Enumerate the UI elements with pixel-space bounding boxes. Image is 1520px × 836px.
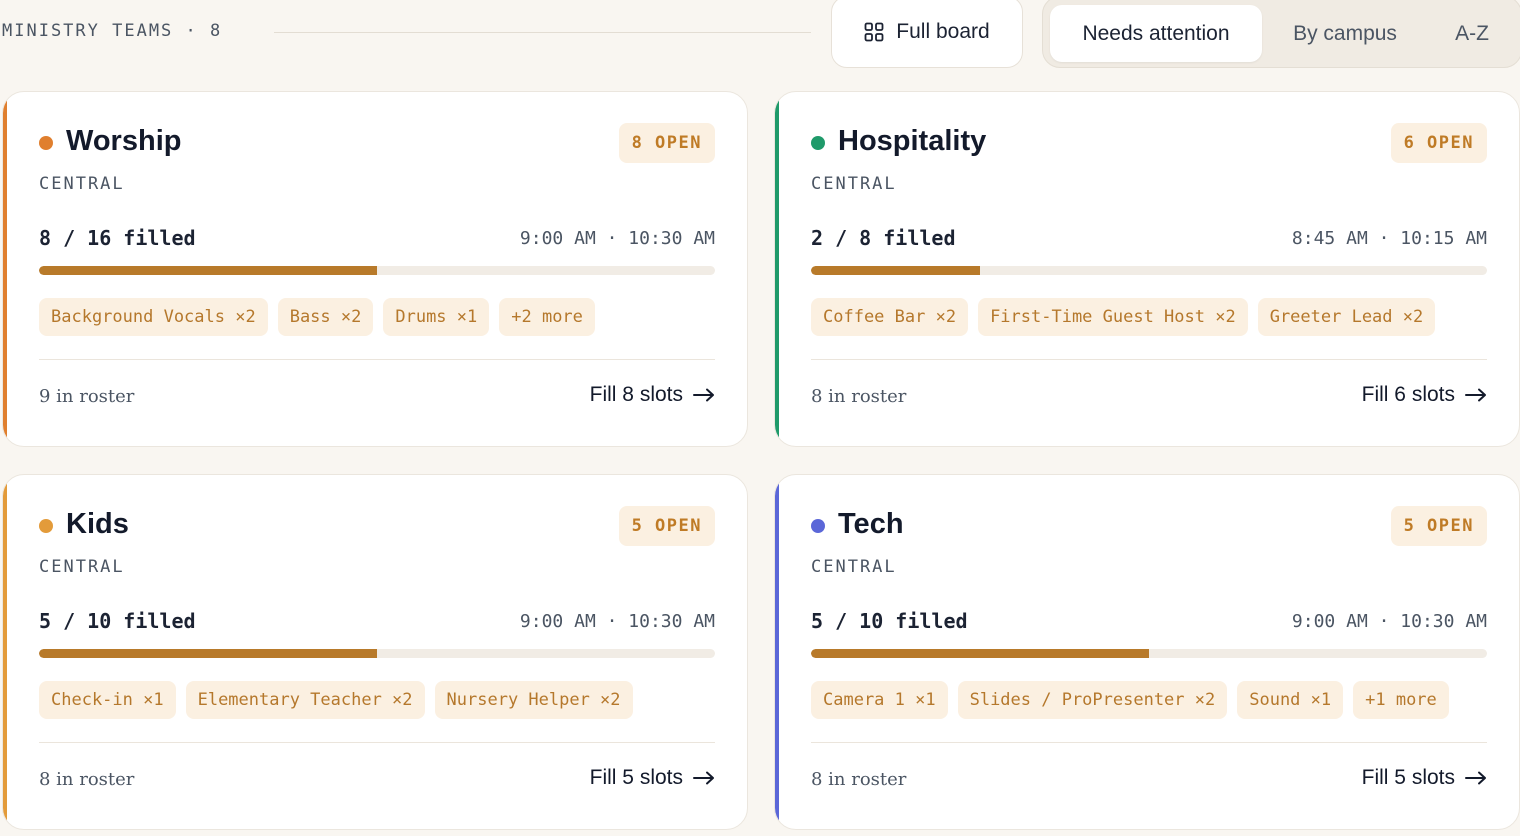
open-slots-badge: 6 OPEN xyxy=(1390,123,1487,163)
filled-count: 5 / 10 filled xyxy=(39,609,196,633)
fill-progress-bar xyxy=(811,649,1487,658)
more-roles-chip[interactable]: +2 more xyxy=(499,298,595,336)
sort-a-z-tab[interactable]: A-Z xyxy=(1455,21,1489,45)
fill-slots-link[interactable]: Fill 5 slots xyxy=(1362,766,1487,790)
fill-slots-link[interactable]: Fill 8 slots xyxy=(590,383,715,407)
team-card-hospitality[interactable]: Hospitality 6 OPEN CENTRAL 2 / 8 filled … xyxy=(774,91,1520,447)
fill-slots-label: Fill 5 slots xyxy=(1361,766,1455,789)
role-chip: Slides / ProPresenter ×2 xyxy=(957,681,1228,719)
fill-progress-bar xyxy=(39,649,715,658)
roster-count: 9 in roster xyxy=(39,386,135,407)
sort-by-campus-tab[interactable]: By campus xyxy=(1293,21,1397,45)
team-name: Kids xyxy=(66,508,129,540)
status-dot-icon xyxy=(39,136,53,150)
arrow-right-icon xyxy=(693,388,714,402)
fill-slots-label: Fill 8 slots xyxy=(589,383,683,406)
open-roles-list: Coffee Bar ×2 First-Time Guest Host ×2 G… xyxy=(811,298,1436,336)
sort-segmented-control: Needs attention By campus A-Z xyxy=(1042,0,1520,68)
open-roles-list: Check-in ×1 Elementary Teacher ×2 Nurser… xyxy=(39,681,633,719)
card-divider xyxy=(39,359,715,360)
role-chip: Camera 1 ×1 xyxy=(811,681,948,719)
team-card-tech[interactable]: Tech 5 OPEN CENTRAL 5 / 10 filled 9:00 A… xyxy=(774,474,1520,830)
role-chip: Bass ×2 xyxy=(277,298,374,336)
card-divider xyxy=(39,742,715,743)
progress-fill xyxy=(811,266,980,275)
fill-slots-link[interactable]: Fill 6 slots xyxy=(1362,383,1487,407)
role-chip: Greeter Lead ×2 xyxy=(1257,298,1436,336)
full-board-button[interactable]: Full board xyxy=(831,0,1023,68)
board-header: MINISTRY TEAMS · 8 Full board Needs atte… xyxy=(0,0,1520,70)
service-times: 8:45 AM · 10:15 AM xyxy=(1291,228,1487,249)
open-slots-badge: 8 OPEN xyxy=(618,123,715,163)
card-accent-bar xyxy=(3,92,7,446)
role-chip: Check-in ×1 xyxy=(39,681,176,719)
progress-fill xyxy=(39,649,377,658)
roster-count: 8 in roster xyxy=(811,769,907,790)
filled-count: 2 / 8 filled xyxy=(811,226,956,250)
role-chip: Coffee Bar ×2 xyxy=(811,298,969,336)
card-accent-bar xyxy=(775,92,779,446)
role-chip: Background Vocals ×2 xyxy=(39,298,268,336)
filled-count: 8 / 16 filled xyxy=(39,226,196,250)
full-board-label: Full board xyxy=(896,20,990,43)
open-roles-list: Camera 1 ×1 Slides / ProPresenter ×2 Sou… xyxy=(811,681,1449,719)
fill-progress-bar xyxy=(811,266,1487,275)
progress-fill xyxy=(39,266,377,275)
arrow-right-icon xyxy=(1465,771,1486,785)
filled-count: 5 / 10 filled xyxy=(811,609,968,633)
campus-label: CENTRAL xyxy=(39,557,125,577)
campus-label: CENTRAL xyxy=(811,557,897,577)
progress-fill xyxy=(811,649,1149,658)
campus-label: CENTRAL xyxy=(39,174,125,194)
card-divider xyxy=(811,359,1487,360)
status-dot-icon xyxy=(811,519,825,533)
status-dot-icon xyxy=(39,519,53,533)
open-roles-list: Background Vocals ×2 Bass ×2 Drums ×1 +2… xyxy=(39,298,595,336)
more-roles-chip[interactable]: +1 more xyxy=(1353,681,1449,719)
roster-count: 8 in roster xyxy=(811,386,907,407)
section-label: MINISTRY TEAMS · 8 xyxy=(2,21,223,41)
status-dot-icon xyxy=(811,136,825,150)
team-name: Tech xyxy=(838,508,904,540)
role-chip: First-Time Guest Host ×2 xyxy=(978,298,1248,336)
card-accent-bar xyxy=(775,475,779,829)
roster-count: 8 in roster xyxy=(39,769,135,790)
team-card-kids[interactable]: Kids 5 OPEN CENTRAL 5 / 10 filled 9:00 A… xyxy=(2,474,748,830)
arrow-right-icon xyxy=(693,771,714,785)
card-divider xyxy=(811,742,1487,743)
role-chip: Sound ×1 xyxy=(1237,681,1344,719)
open-slots-badge: 5 OPEN xyxy=(618,506,715,546)
role-chip: Elementary Teacher ×2 xyxy=(185,681,425,719)
service-times: 9:00 AM · 10:30 AM xyxy=(1291,611,1487,632)
role-chip: Nursery Helper ×2 xyxy=(434,681,633,719)
fill-slots-label: Fill 5 slots xyxy=(589,766,683,789)
fill-progress-bar xyxy=(39,266,715,275)
team-card-worship[interactable]: Worship 8 OPEN CENTRAL 8 / 16 filled 9:0… xyxy=(2,91,748,447)
campus-label: CENTRAL xyxy=(811,174,897,194)
service-times: 9:00 AM · 10:30 AM xyxy=(519,228,715,249)
sort-needs-attention-tab[interactable]: Needs attention xyxy=(1050,5,1262,62)
open-slots-badge: 5 OPEN xyxy=(1390,506,1487,546)
fill-slots-link[interactable]: Fill 5 slots xyxy=(590,766,715,790)
team-name: Worship xyxy=(66,125,182,157)
arrow-right-icon xyxy=(1465,388,1486,402)
fill-slots-label: Fill 6 slots xyxy=(1361,383,1455,406)
service-times: 9:00 AM · 10:30 AM xyxy=(519,611,715,632)
role-chip: Drums ×1 xyxy=(383,298,490,336)
team-name: Hospitality xyxy=(838,125,987,157)
card-accent-bar xyxy=(3,475,7,829)
grid-icon xyxy=(864,22,884,42)
header-divider xyxy=(274,32,811,33)
